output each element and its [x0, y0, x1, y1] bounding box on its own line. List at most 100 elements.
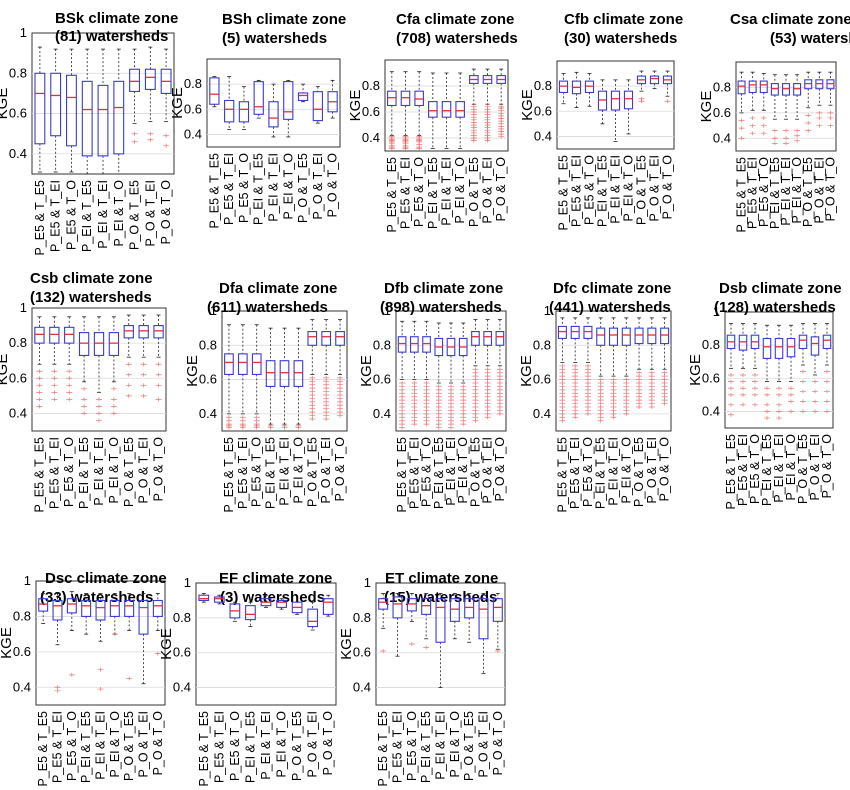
x-tick-label: P_O & T_E5 — [801, 157, 815, 227]
outlier-point — [423, 394, 430, 399]
outlier-point — [460, 418, 467, 423]
iqr-box — [123, 325, 134, 339]
box-1 — [237, 324, 248, 430]
box-2 — [66, 591, 77, 677]
outlier-point — [484, 377, 491, 382]
box-2 — [759, 73, 768, 136]
y-tick-label: 0.4 — [534, 128, 552, 143]
outlier-point — [623, 411, 630, 416]
iqr-box — [34, 326, 45, 344]
outlier-point — [448, 387, 454, 392]
outlier-point — [51, 383, 58, 388]
iqr-box — [138, 325, 149, 339]
outlier-point — [776, 409, 782, 414]
x-tick-label: P_EI & T_E5 — [264, 437, 278, 509]
outlier-point — [154, 651, 161, 656]
outlier-point — [496, 401, 503, 406]
iqr-box — [335, 331, 345, 346]
iqr-box — [810, 336, 820, 356]
box-0 — [387, 71, 397, 151]
box-2 — [251, 324, 262, 430]
outlier-point — [597, 381, 604, 385]
box-5 — [276, 598, 287, 610]
outlier-point — [399, 391, 406, 396]
box-7 — [312, 86, 323, 124]
outlier-point — [460, 415, 467, 420]
outlier-point — [484, 138, 491, 143]
panel-subtitle: (5) watersheds — [222, 30, 327, 47]
y-tick-label: 0.6 — [184, 101, 202, 116]
outlier-point — [253, 418, 260, 423]
box-1 — [409, 320, 419, 427]
outlier-point — [399, 408, 406, 413]
outlier-point — [610, 405, 617, 409]
x-tick-label: P_O & T_E5 — [122, 711, 136, 781]
outlier-point — [496, 370, 503, 375]
outlier-point — [225, 415, 232, 420]
box-6 — [124, 593, 135, 681]
outlier-point — [752, 372, 758, 377]
outlier-point — [661, 381, 668, 385]
iqr-box — [93, 332, 105, 356]
x-tick-label: P_EI & T_EI — [434, 711, 448, 780]
outlier-point — [472, 391, 479, 396]
outlier-point — [816, 123, 823, 128]
outlier-point — [460, 405, 467, 409]
box-5 — [293, 327, 304, 430]
box-4 — [95, 593, 106, 692]
outlier-point — [728, 402, 734, 407]
outlier-point — [448, 422, 454, 427]
y-tick-label: 0.8 — [199, 337, 217, 352]
box-1 — [224, 76, 235, 130]
outlier-point — [337, 382, 344, 387]
outlier-point — [610, 415, 617, 420]
panel-title: Dfa climate zone — [219, 280, 337, 297]
outlier-point — [584, 363, 591, 368]
x-tick-label: P_EI & T_EI — [94, 711, 108, 780]
outlier-point — [572, 384, 579, 389]
outlier-point — [648, 377, 655, 382]
outlier-point — [337, 403, 344, 408]
x-tick-label: P_EI & T_E5 — [77, 437, 91, 509]
iqr-box — [471, 331, 480, 346]
box-3 — [245, 601, 256, 627]
outlier-point — [472, 377, 479, 382]
box-0 — [38, 593, 49, 624]
outlier-point — [559, 418, 566, 423]
x-tick-label: P_EI & T_O — [112, 180, 126, 247]
outlier-point — [411, 398, 418, 403]
y-tick-label: 1 — [364, 575, 371, 590]
iqr-box — [50, 72, 62, 137]
outlier-point — [559, 377, 566, 382]
outlier-point — [559, 398, 566, 403]
x-tick-label: P_E5 & T_O — [228, 711, 242, 781]
iqr-box — [52, 599, 63, 621]
outlier-point — [472, 398, 479, 403]
outlier-point — [435, 408, 442, 413]
outlier-point — [225, 425, 232, 430]
outlier-point — [559, 415, 566, 420]
outlier-point — [97, 667, 104, 672]
outlier-point — [776, 402, 782, 407]
x-tick-label: P_O & T_E5 — [796, 434, 810, 504]
outlier-point — [337, 386, 344, 391]
box-2 — [64, 316, 75, 402]
outlier-point — [435, 415, 442, 420]
box-0 — [198, 593, 210, 603]
outlier-point — [728, 386, 734, 391]
outlier-point — [661, 391, 668, 396]
y-tick-label: 0.4 — [173, 680, 191, 695]
x-tick-label: P_E5 & T_E5 — [735, 157, 749, 233]
outlier-point — [597, 408, 604, 413]
outlier-point — [110, 411, 117, 416]
iqr-box — [378, 598, 389, 610]
x-tick-label: P_EI & T_E5 — [80, 180, 94, 252]
x-tick-label: P_E5 & T_O — [748, 434, 762, 504]
outlier-point — [597, 377, 604, 382]
outlier-point — [572, 381, 579, 385]
outlier-point — [435, 401, 442, 406]
outlier-point — [125, 362, 132, 367]
outlier-point — [399, 384, 406, 389]
outlier-point — [496, 398, 503, 403]
outlier-point — [794, 133, 801, 138]
